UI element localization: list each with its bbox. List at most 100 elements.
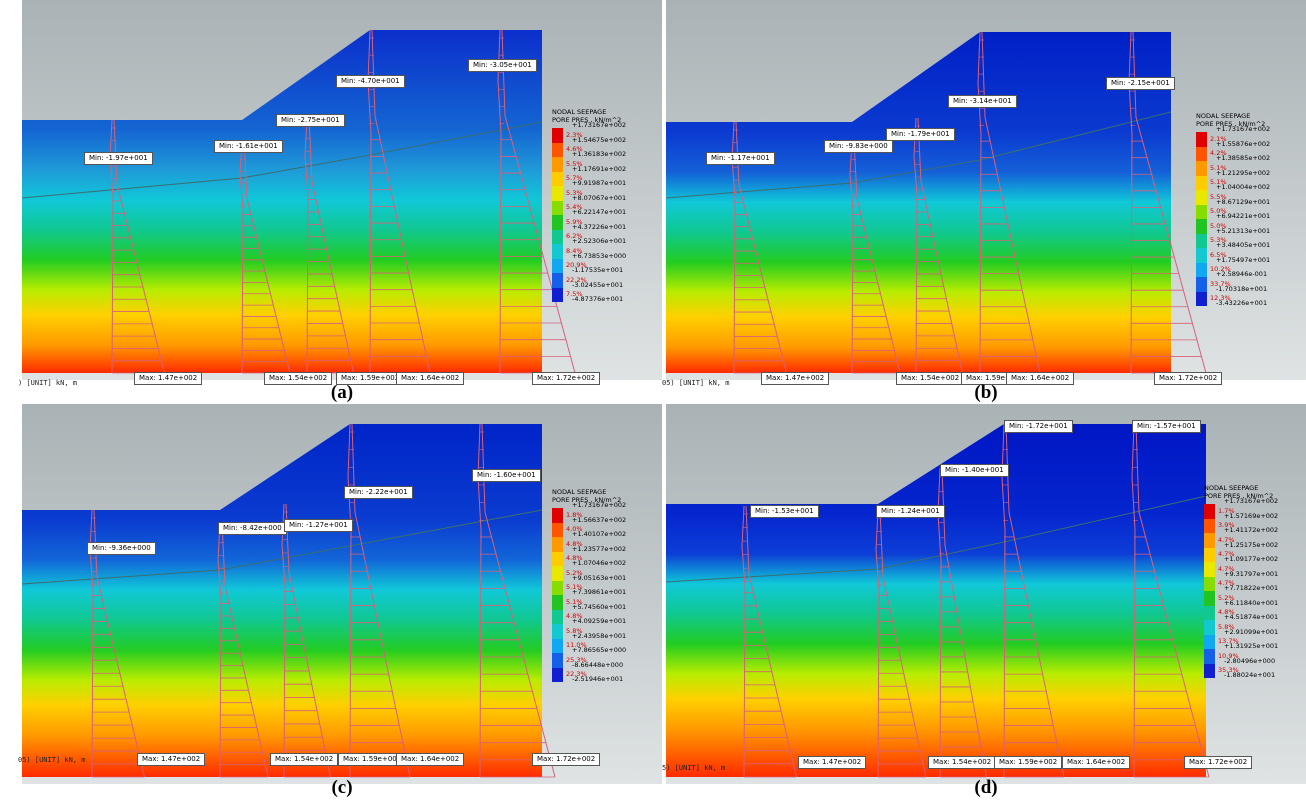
legend-swatch — [552, 229, 563, 244]
min-label: Min: -2.75e+001 — [276, 114, 345, 127]
legend-percent: 11.0% — [566, 641, 587, 650]
legend-percent: 5.5% — [1210, 192, 1227, 201]
legend-title: NODAL SEEPAGE — [552, 488, 607, 496]
unit-text: ) [UNIT] kN, m — [18, 379, 78, 387]
legend-value: +1.73167e+002 — [572, 121, 627, 129]
legend-body: +1.73167e+002 +1.57169e+002 +1.41172e+002 +… — [1204, 497, 1296, 680]
legend-value: +5.74560e+001 — [572, 602, 627, 611]
legend-percent: 4.7% — [1218, 535, 1235, 544]
max-label: Max: 1.64e+002 — [396, 372, 465, 385]
legend-swatch — [1196, 262, 1207, 277]
legend-swatch — [1196, 204, 1207, 219]
legend-swatch — [1196, 233, 1207, 248]
legend-percent: 3.9% — [1218, 521, 1235, 530]
pressure-ladder-1 — [741, 505, 797, 778]
legend-value: +1.04004e+002 — [1216, 183, 1271, 191]
legend-value: +6.22147e+001 — [572, 208, 627, 216]
legend-percent: 4.7% — [1218, 550, 1235, 559]
legend-swatch — [552, 609, 563, 624]
legend-value: +1.41172e+002 — [1224, 526, 1279, 534]
legend-swatch — [552, 508, 563, 523]
legend-subtitle: PORE PRES , kN/m^2 — [1196, 120, 1266, 128]
max-label: Max: 1.72e+002 — [1154, 372, 1223, 385]
legend-swatch — [552, 595, 563, 610]
legend-value: +5.21313e+001 — [1216, 226, 1271, 235]
legend-title: NODAL SEEPAGE — [1204, 484, 1259, 492]
legend-percent: 4.2% — [1210, 149, 1227, 158]
caption-d: (d) — [974, 777, 998, 798]
legend-value: +1.07046e+002 — [572, 559, 627, 567]
legend-value: +1.73167e+002 — [572, 501, 627, 509]
legend-percent: 1.8% — [566, 510, 583, 519]
legend-swatch — [552, 142, 563, 157]
legend-value: -4.87376e+001 — [572, 295, 624, 303]
max-label: Max: 1.64e+002 — [396, 753, 465, 766]
legend-value: +1.55876e+002 — [1216, 139, 1271, 148]
legend-percent: 1.7% — [1218, 506, 1235, 515]
legend-percent: 5.5% — [566, 159, 583, 168]
legend-swatch — [1204, 591, 1215, 606]
legend-swatch — [1204, 547, 1215, 562]
legend-body: +1.73167e+002 +1.54675e+002 +1.36183e+002 +… — [552, 121, 644, 304]
phreatic-line — [22, 509, 543, 585]
legend-percent: 5.1% — [1210, 163, 1227, 172]
max-label: Max: 1.47e+002 — [761, 372, 830, 385]
legend-value: +9.91987e+001 — [572, 179, 627, 187]
caption-a: (a) — [330, 382, 354, 403]
legend-swatch — [552, 580, 563, 595]
min-label: Min: -1.97e+001 — [84, 152, 153, 165]
unit-text: 05) [UNIT] kN, m — [662, 379, 730, 387]
legend-value: +2.43958e+001 — [572, 631, 627, 640]
legend-swatch — [552, 186, 563, 201]
legend-value: +1.73167e+002 — [1224, 497, 1279, 505]
legend-percent: 5.9% — [566, 217, 583, 226]
legend-percent: 5.0% — [1210, 221, 1227, 230]
legend-value: +4.37226e+001 — [572, 222, 627, 231]
legend-percent: 22.3% — [566, 670, 587, 679]
legend-value: +2.58946e-001 — [1216, 270, 1268, 278]
panel-c: 05) [UNIT] kN, m NODAL SEEPAGE PORE PRES… — [18, 404, 662, 784]
legend-value: +2.52306e+001 — [572, 237, 627, 245]
unit-text: 05) [UNIT] kN, m — [18, 756, 86, 764]
legend-percent: 6.5% — [1210, 250, 1227, 259]
legend-percent: 5.1% — [566, 583, 583, 592]
legend-swatch — [1204, 634, 1215, 649]
legend-value: +4.51874e+001 — [1224, 613, 1279, 621]
legend-swatch — [1196, 190, 1207, 205]
legend-swatch — [1196, 219, 1207, 234]
legend-value: +7.71822e+001 — [1224, 584, 1279, 592]
legend-percent: 5.3% — [566, 188, 583, 197]
min-label: Min: -1.53e+001 — [750, 505, 819, 518]
legend-value: +6.94221e+001 — [1216, 212, 1271, 220]
legend-swatch — [552, 171, 563, 186]
legend-swatch — [1196, 248, 1207, 263]
legend-value: -3.43226e+001 — [1216, 299, 1268, 307]
panel-b: 05) [UNIT] kN, m NODAL SEEPAGE PORE PRES… — [662, 0, 1306, 387]
legend-value: -1.70318e+001 — [1216, 284, 1268, 293]
legend-value: +1.38585e+002 — [1216, 154, 1271, 162]
contour-plot — [666, 0, 1306, 380]
legend-percent: 6.2% — [566, 232, 583, 241]
pressure-ladder-5 — [1131, 423, 1210, 778]
legend-percent: 5.7% — [566, 174, 583, 183]
min-label: Min: -1.24e+001 — [876, 505, 945, 518]
legend-percent: 5.2% — [566, 568, 583, 577]
legend-percent: 33.7% — [1210, 279, 1231, 288]
panel-d: 5) [UNIT] kN, m NODAL SEEPAGE PORE PRES … — [662, 404, 1306, 784]
min-label: Min: -1.61e+001 — [214, 140, 283, 153]
contour-field — [22, 424, 542, 777]
legend-value: +1.31925e+001 — [1224, 642, 1279, 650]
legend-swatch — [552, 624, 563, 639]
legend-value: +8.67129e+001 — [1216, 197, 1271, 206]
legend-swatch — [1196, 291, 1207, 306]
min-label: Min: -3.14e+001 — [948, 95, 1017, 108]
legend-swatch — [552, 638, 563, 653]
min-label: Min: -1.60e+001 — [472, 469, 541, 482]
legend-value: +1.21295e+002 — [1216, 168, 1271, 177]
legend-swatch — [552, 551, 563, 566]
legend-swatch — [552, 200, 563, 215]
legend-percent: 4.8% — [566, 539, 583, 548]
min-label: Min: -1.57e+001 — [1132, 420, 1201, 433]
min-label: Min: -9.83e+000 — [824, 140, 893, 153]
pressure-ladder-2 — [849, 139, 901, 374]
